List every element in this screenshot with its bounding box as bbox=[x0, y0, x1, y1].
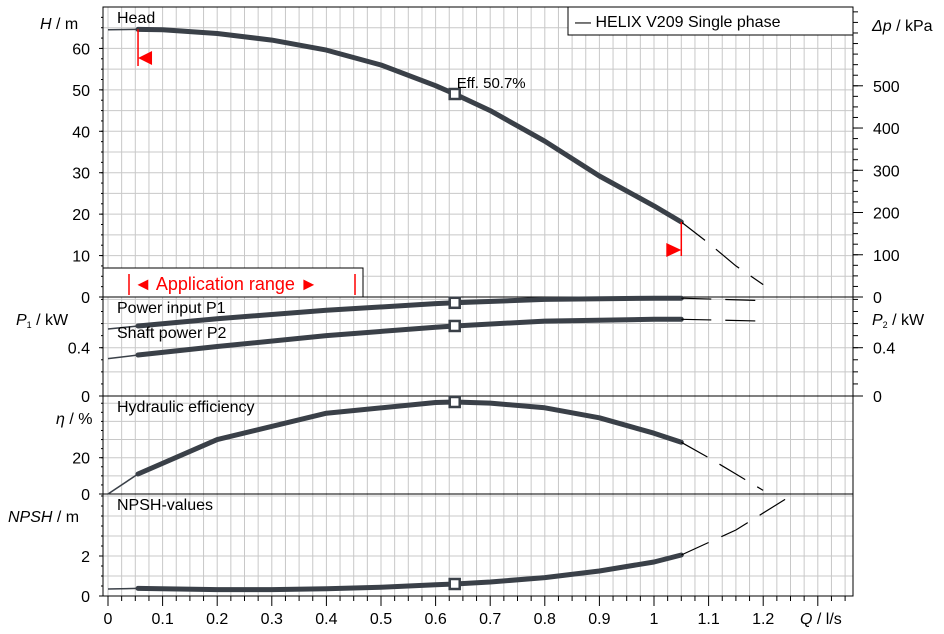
curve-eff bbox=[135, 399, 684, 477]
operating-point-marker-eff bbox=[448, 395, 461, 409]
legend-entry: — HELIX V209 Single phase bbox=[575, 14, 781, 31]
curve-extension-head bbox=[680, 221, 764, 286]
y-axis-label-npsh: NPSH / m bbox=[8, 509, 79, 526]
x-tick-label: 0.3 bbox=[261, 611, 283, 628]
x-tick-label: 0 bbox=[104, 611, 113, 628]
x-tick-label: 0.6 bbox=[424, 611, 446, 628]
right-axis-label-head: Δp / kPa bbox=[871, 18, 933, 35]
right-axis-label-power: P2 / kW bbox=[872, 312, 925, 330]
series-extension-power-1 bbox=[681, 318, 764, 322]
application-range-label: ◄ Application range ► bbox=[134, 274, 318, 294]
x-tick-label: 1.2 bbox=[752, 611, 774, 628]
efficiency-annotation: Eff. 50.7% bbox=[457, 75, 526, 92]
y-tick-label-head: 40 bbox=[72, 124, 90, 141]
operating-point-marker-power-0 bbox=[448, 296, 461, 310]
right-tick-label-head: 500 bbox=[873, 79, 900, 96]
y-tick-label-power: 0 bbox=[81, 389, 90, 406]
limit-triangle-left bbox=[138, 51, 153, 65]
curve-extension-eff bbox=[681, 441, 764, 491]
x-tick-label: 0.8 bbox=[534, 611, 556, 628]
right-tick-label-head: 400 bbox=[873, 121, 900, 138]
right-tick-label-head: 300 bbox=[873, 163, 900, 180]
y-axis-label-power: P1 / kW bbox=[16, 312, 69, 330]
y-axis-label-eff: η / % bbox=[56, 411, 92, 428]
curve-npsh-lead bbox=[107, 587, 139, 590]
application-range-box bbox=[102, 267, 364, 298]
curve-extension-npsh bbox=[681, 495, 791, 556]
y-tick-label-eff: 0 bbox=[81, 487, 90, 504]
x-tick-label: 0.5 bbox=[370, 611, 392, 628]
series-line-power-1 bbox=[135, 316, 684, 358]
y-tick-label-head: 0 bbox=[81, 290, 90, 307]
y-tick-label-head: 50 bbox=[72, 83, 90, 100]
series-extension-power-0 bbox=[681, 297, 764, 302]
series-line-power-0-lead bbox=[107, 325, 139, 330]
right-tick-label-head: 0 bbox=[873, 290, 882, 307]
panel-title-npsh: NPSH-values bbox=[117, 497, 213, 514]
operating-point-marker-npsh bbox=[448, 577, 461, 591]
curve-npsh bbox=[135, 552, 684, 593]
y-tick-label-head: 10 bbox=[72, 249, 90, 266]
right-tick-label-power: 0.4 bbox=[873, 341, 895, 358]
curve-eff-lead bbox=[107, 473, 139, 495]
series-line-power-0 bbox=[135, 295, 684, 329]
y-axis-label-head: H / m bbox=[40, 16, 78, 33]
limit-triangle-right bbox=[666, 243, 682, 257]
y-tick-label-head: 30 bbox=[72, 166, 90, 183]
x-tick-label: 1.1 bbox=[697, 611, 719, 628]
panel-title2-power: Shaft power P2 bbox=[117, 325, 227, 342]
right-tick-label-power: 0 bbox=[873, 389, 882, 406]
x-tick-label: 0.2 bbox=[206, 611, 228, 628]
y-tick-label-eff: 20 bbox=[72, 451, 90, 468]
y-tick-label-npsh: 2 bbox=[81, 549, 90, 566]
panel-frame-npsh bbox=[102, 493, 854, 597]
right-tick-label-head: 200 bbox=[873, 206, 900, 223]
x-axis-label: Q / l/s bbox=[800, 611, 842, 628]
panel-title-power: Power input P1 bbox=[117, 300, 226, 317]
x-tick-label: 0.1 bbox=[151, 611, 173, 628]
panel-title-eff: Hydraulic efficiency bbox=[117, 399, 255, 416]
right-tick-label-head: 100 bbox=[873, 248, 900, 265]
y-tick-label-head: 20 bbox=[72, 207, 90, 224]
x-tick-label: 0.7 bbox=[479, 611, 501, 628]
curve-head bbox=[135, 26, 684, 225]
legend-box bbox=[567, 6, 854, 36]
operating-point-marker-head bbox=[448, 87, 461, 101]
y-tick-label-head: 60 bbox=[72, 41, 90, 58]
data-layer bbox=[107, 26, 791, 593]
x-tick-label: 1 bbox=[650, 611, 659, 628]
panel-title-head: Head bbox=[117, 10, 155, 27]
x-tick-label: 0.4 bbox=[315, 611, 337, 628]
x-tick-label: 0.9 bbox=[588, 611, 610, 628]
y-tick-label-power: 0.4 bbox=[68, 341, 90, 358]
y-tick-label-npsh: 0 bbox=[81, 589, 90, 606]
operating-point-marker-power-1 bbox=[448, 319, 461, 333]
grid-lines bbox=[99, 6, 863, 606]
series-line-power-1-lead bbox=[107, 354, 139, 360]
